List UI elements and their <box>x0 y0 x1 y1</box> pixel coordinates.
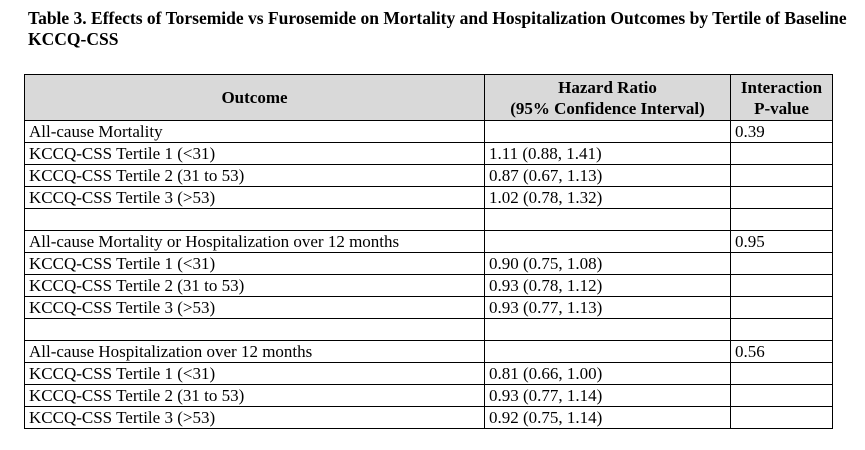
hazard-ratio-cell: 1.11 (0.88, 1.41) <box>484 142 731 165</box>
table-caption: Table 3. Effects of Torsemide vs Furosem… <box>28 8 847 49</box>
hazard-ratio-cell: 0.81 (0.66, 1.00) <box>484 362 731 385</box>
table-row: KCCQ-CSS Tertile 1 (<31) 1.11 (0.88, 1.4… <box>24 142 833 165</box>
spacer-cell <box>24 208 485 231</box>
hazard-ratio-cell: 0.90 (0.75, 1.08) <box>484 252 731 275</box>
table-row: KCCQ-CSS Tertile 1 (<31) 0.81 (0.66, 1.0… <box>24 362 833 385</box>
interaction-p-value: 0.95 <box>730 230 833 253</box>
table-row: KCCQ-CSS Tertile 2 (31 to 53) 0.93 (0.77… <box>24 384 833 407</box>
interaction-p-value: 0.39 <box>730 120 833 143</box>
outcome-label: All-cause Mortality <box>24 120 485 143</box>
header-p-line2: P-value <box>754 98 809 118</box>
spacer-row <box>24 318 833 341</box>
p-value-cell <box>730 142 833 165</box>
table-row: KCCQ-CSS Tertile 3 (>53) 0.92 (0.75, 1.1… <box>24 406 833 429</box>
table-row: KCCQ-CSS Tertile 1 (<31) 0.90 (0.75, 1.0… <box>24 252 833 275</box>
tertile-label: KCCQ-CSS Tertile 3 (>53) <box>24 296 485 319</box>
results-table: Outcome Hazard Ratio (95% Confidence Int… <box>24 74 833 429</box>
header-hr-line2: (95% Confidence Interval) <box>510 98 705 118</box>
tertile-label: KCCQ-CSS Tertile 1 (<31) <box>24 252 485 275</box>
hazard-ratio-cell: 0.87 (0.67, 1.13) <box>484 164 731 187</box>
p-value-cell <box>730 406 833 429</box>
p-value-cell <box>730 384 833 407</box>
table-header-row: Outcome Hazard Ratio (95% Confidence Int… <box>24 74 833 121</box>
hazard-ratio-cell <box>484 230 731 253</box>
table-row: KCCQ-CSS Tertile 3 (>53) 1.02 (0.78, 1.3… <box>24 186 833 209</box>
p-value-cell <box>730 164 833 187</box>
outcome-label: All-cause Mortality or Hospitalization o… <box>24 230 485 253</box>
outcome-row: All-cause Mortality 0.39 <box>24 120 833 143</box>
header-hazard-ratio: Hazard Ratio (95% Confidence Interval) <box>484 74 731 121</box>
hazard-ratio-cell: 0.92 (0.75, 1.14) <box>484 406 731 429</box>
spacer-cell <box>484 318 731 341</box>
p-value-cell <box>730 274 833 297</box>
hazard-ratio-cell: 1.02 (0.78, 1.32) <box>484 186 731 209</box>
tertile-label: KCCQ-CSS Tertile 2 (31 to 53) <box>24 274 485 297</box>
table-row: KCCQ-CSS Tertile 2 (31 to 53) 0.87 (0.67… <box>24 164 833 187</box>
tertile-label: KCCQ-CSS Tertile 3 (>53) <box>24 406 485 429</box>
hazard-ratio-cell: 0.93 (0.77, 1.13) <box>484 296 731 319</box>
hazard-ratio-cell: 0.93 (0.78, 1.12) <box>484 274 731 297</box>
p-value-cell <box>730 186 833 209</box>
spacer-cell <box>484 208 731 231</box>
tertile-label: KCCQ-CSS Tertile 1 (<31) <box>24 142 485 165</box>
header-outcome: Outcome <box>24 74 485 121</box>
outcome-row: All-cause Hospitalization over 12 months… <box>24 340 833 363</box>
spacer-cell <box>730 318 833 341</box>
hazard-ratio-cell: 0.93 (0.77, 1.14) <box>484 384 731 407</box>
hazard-ratio-cell <box>484 120 731 143</box>
outcome-row: All-cause Mortality or Hospitalization o… <box>24 230 833 253</box>
p-value-cell <box>730 362 833 385</box>
outcome-label: All-cause Hospitalization over 12 months <box>24 340 485 363</box>
tertile-label: KCCQ-CSS Tertile 3 (>53) <box>24 186 485 209</box>
spacer-cell <box>24 318 485 341</box>
spacer-row <box>24 208 833 231</box>
header-p-line1: Interaction <box>740 77 823 97</box>
hazard-ratio-cell <box>484 340 731 363</box>
tertile-label: KCCQ-CSS Tertile 2 (31 to 53) <box>24 384 485 407</box>
header-interaction-p: Interaction P-value <box>730 74 833 121</box>
header-hr-line1: Hazard Ratio <box>558 77 657 97</box>
interaction-p-value: 0.56 <box>730 340 833 363</box>
table-row: KCCQ-CSS Tertile 2 (31 to 53) 0.93 (0.78… <box>24 274 833 297</box>
p-value-cell <box>730 296 833 319</box>
spacer-cell <box>730 208 833 231</box>
p-value-cell <box>730 252 833 275</box>
tertile-label: KCCQ-CSS Tertile 2 (31 to 53) <box>24 164 485 187</box>
table-row: KCCQ-CSS Tertile 3 (>53) 0.93 (0.77, 1.1… <box>24 296 833 319</box>
tertile-label: KCCQ-CSS Tertile 1 (<31) <box>24 362 485 385</box>
